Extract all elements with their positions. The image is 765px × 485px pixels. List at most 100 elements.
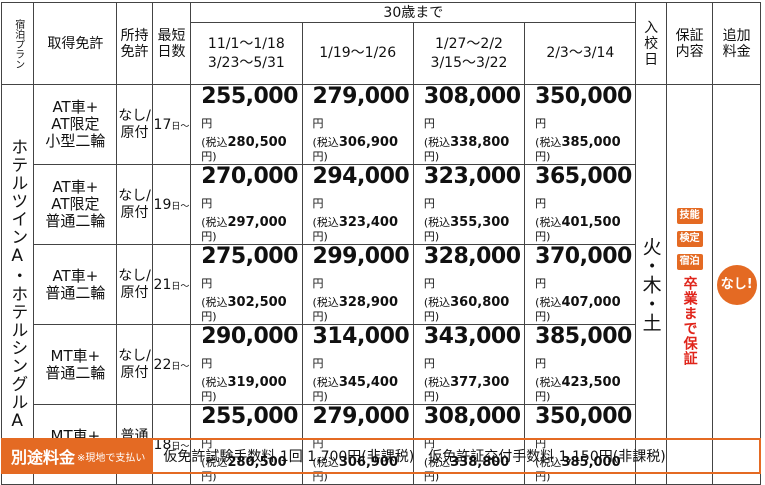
yen-unit: 円 (535, 437, 546, 450)
tax-prefix: 税込 (428, 296, 451, 309)
period-3: 1/27～2/2 3/15～3/22 (412, 22, 526, 85)
yen-unit: 円 (201, 470, 213, 483)
extra-fees-bar: 別途料金 ※現地で支払い 仮免許試験手数料 1回 1,700円(非課税) 仮免許… (1, 438, 761, 474)
price-amount: 294,000 円 (307, 165, 410, 216)
price-cell: 299,000円 (税込328,900円) (301, 244, 414, 325)
tax-prefix: 税込 (316, 456, 339, 469)
tax-prefix: 税込 (539, 136, 562, 149)
tax-prefix: 税込 (316, 136, 339, 149)
price-cell: 308,000円 (税込338,800円) (412, 404, 526, 485)
tax-prefix: 税込 (539, 216, 562, 229)
price-value: 385,000 (535, 324, 632, 349)
min-days-cell: 21日～ (151, 244, 192, 325)
tax-prefix: 税込 (205, 216, 228, 229)
table-row: MT車+ 普通二輪 なし/ 原付 22日～ 290,000円 (税込319,000円… (2, 324, 761, 405)
price-value: 270,000 (201, 164, 298, 189)
tax-value: 345,400 (338, 375, 399, 390)
price-value: 314,000 (312, 324, 410, 349)
price-tax-included: (税込328,900円) (312, 295, 399, 324)
price-tax-included: (税込338,800円) (423, 455, 510, 484)
price-tax-included: (税込319,000円) (201, 375, 287, 404)
yen-unit: 円 (201, 117, 212, 130)
price-tax-included: (税込385,000円) (535, 135, 621, 164)
header-entry-day: 入校日 (635, 2, 667, 85)
yen-unit: 円 (423, 117, 435, 130)
tax-prefix: 税込 (539, 456, 562, 469)
price-tax-included: (税込280,500円) (201, 135, 287, 164)
price-amount: 343,000 円 (418, 324, 521, 376)
header-extra-fee: 追加料金 (712, 2, 761, 85)
price-value: 290,000 (201, 324, 298, 349)
badge-lodging: 宿泊 (676, 254, 703, 270)
price-value: 308,000 (423, 84, 521, 109)
tax-value: 297,000 (227, 215, 287, 230)
tax-value: 423,500 (561, 375, 621, 390)
price-value: 343,000 (423, 324, 521, 349)
price-cell: 294,000円 (税込323,400円) (301, 164, 414, 245)
price-amount: 370,000 円 (529, 244, 632, 296)
yen-unit: 円 (312, 357, 324, 370)
badge-skill: 技能 (676, 208, 703, 224)
header-owned: 所持免許 (116, 2, 153, 85)
price-amount: 365,000 円 (529, 165, 632, 216)
price-cell: 350,000円 (税込385,000円) (524, 404, 637, 485)
yen-unit: 円 (312, 197, 324, 210)
period-4: 2/3～3/14 (524, 22, 637, 85)
price-amount: 314,000 円 (307, 324, 410, 376)
no-extra-fee-badge: なし! (716, 264, 757, 305)
price-value: 279,000 (312, 404, 410, 429)
price-value: 350,000 (535, 84, 632, 109)
price-value: 323,000 (423, 164, 521, 189)
tax-value: 328,900 (338, 295, 399, 310)
yen-unit: 円 (312, 437, 324, 450)
yen-unit: 円 (423, 470, 435, 483)
price-cell: 328,000円 (税込360,800円) (412, 244, 526, 325)
price-tax-included: (税込360,800円) (423, 295, 510, 324)
yen-unit: 円 (312, 230, 324, 243)
tax-prefix: 税込 (316, 216, 339, 229)
tax-prefix: 税込 (205, 136, 228, 149)
price-cell: 308,000 円 (税込338,800円) (412, 84, 526, 165)
price-amount: 385,000 円 (529, 324, 632, 376)
price-tax-included: (税込355,300円) (423, 215, 510, 244)
yen-unit: 円 (535, 277, 546, 290)
price-cell: 343,000円 (税込377,300円) (412, 324, 526, 405)
tax-value: 338,800 (450, 455, 510, 470)
price-tax-included: (税込345,400円) (312, 375, 399, 404)
tax-value: 323,400 (338, 215, 399, 230)
min-days-cell: 22日～ (151, 324, 192, 405)
days-suffix: 日～ (171, 281, 190, 292)
price-cell: 270,000円 (税込297,000円) (190, 164, 303, 245)
price-cell: 350,000円 (税込385,000円) (524, 84, 637, 165)
plan-name: ホテルツインA・ホテルシングルA (7, 137, 28, 432)
price-tax-included: (税込323,400円) (312, 215, 399, 244)
yen-unit: 円 (535, 470, 547, 483)
owned-license-cell: なし/ 原付 (116, 164, 153, 245)
yen-unit: 円 (312, 470, 324, 483)
min-days-cell: 17日～ (151, 84, 192, 165)
tax-value: 280,500 (227, 455, 287, 470)
price-tax-included: (税込401,500円) (535, 215, 621, 244)
price-tax-included: (税込297,000円) (201, 215, 287, 244)
header-license: 取得免許 (33, 2, 118, 85)
yen-unit: 円 (312, 277, 324, 290)
price-tax-included: (税込407,000円) (535, 295, 621, 324)
yen-unit: 円 (423, 230, 435, 243)
yen-unit: 円 (201, 357, 212, 370)
price-tax-included: (税込338,800円) (423, 135, 510, 164)
tax-prefix: 税込 (428, 216, 451, 229)
price-value: 255,000 (201, 84, 298, 109)
tax-prefix: 税込 (539, 376, 562, 389)
price-tax-included: (税込385,000円) (535, 455, 621, 484)
days-suffix: 日～ (171, 361, 190, 372)
price-value: 279,000 (312, 84, 410, 109)
yen-unit: 円 (535, 230, 547, 243)
min-days-value: 18 (153, 436, 172, 453)
yen-unit: 円 (201, 230, 213, 243)
tax-prefix: 税込 (539, 296, 562, 309)
price-value: 370,000 (535, 244, 632, 269)
min-days-cell: 19日～ (151, 164, 192, 245)
price-tax-included: (税込377,300円) (423, 375, 510, 404)
price-amount: 350,000 円 (529, 405, 632, 456)
